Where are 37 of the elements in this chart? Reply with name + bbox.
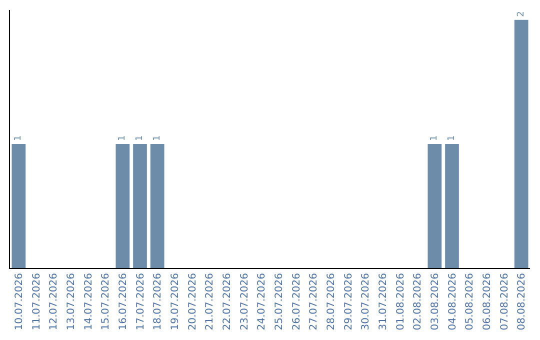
data-label: 2 bbox=[516, 11, 526, 17]
x-tick-label: 23.07.2026 bbox=[239, 273, 250, 330]
x-tick-label: 13.07.2026 bbox=[66, 273, 77, 330]
x-tick-label: 05.08.2026 bbox=[464, 273, 476, 330]
x-tick-label: 24.07.2026 bbox=[256, 273, 268, 330]
x-tick-label: 01.08.2026 bbox=[395, 273, 406, 330]
x-tick-label: 10.07.2026 bbox=[14, 273, 25, 330]
data-label: 1 bbox=[430, 135, 440, 141]
x-tick-label: 30.07.2026 bbox=[360, 273, 372, 330]
x-tick-label: 19.07.2026 bbox=[170, 273, 181, 330]
x-tick-label: 03.08.2026 bbox=[430, 273, 441, 330]
x-tick-label: 31.07.2026 bbox=[378, 273, 389, 330]
x-tick-label: 04.08.2026 bbox=[447, 273, 458, 330]
data-label: 1 bbox=[447, 135, 457, 141]
x-tick-label: 27.07.2026 bbox=[308, 273, 320, 330]
x-tick-label: 14.07.2026 bbox=[83, 273, 94, 330]
data-label: 1 bbox=[152, 135, 162, 141]
x-tick-label: 08.08.2026 bbox=[516, 273, 528, 330]
x-tick-label: 20.07.2026 bbox=[187, 273, 198, 330]
x-tick-label: 02.08.2026 bbox=[412, 273, 424, 330]
x-tick-label: 11.07.2026 bbox=[31, 273, 42, 330]
data-label: 1 bbox=[14, 135, 24, 141]
x-tick-label: 15.07.2026 bbox=[100, 273, 112, 330]
x-tick-label: 28.07.2026 bbox=[326, 273, 337, 330]
x-tick-label: 26.07.2026 bbox=[291, 273, 302, 330]
x-tick-label: 06.08.2026 bbox=[482, 273, 493, 330]
x-tick-label: 22.07.2026 bbox=[222, 273, 233, 330]
x-tick-label: 17.07.2026 bbox=[135, 273, 146, 330]
x-tick-label: 12.07.2026 bbox=[48, 273, 60, 330]
x-tick-label: 18.07.2026 bbox=[152, 273, 164, 330]
x-tick-label: 07.08.2026 bbox=[499, 273, 510, 330]
data-label: 1 bbox=[118, 135, 128, 141]
x-tick-label: 21.07.2026 bbox=[204, 273, 216, 330]
data-label: 1 bbox=[135, 135, 145, 141]
x-tick-label: 16.07.2026 bbox=[118, 273, 129, 330]
x-tick-label: 25.07.2026 bbox=[274, 273, 285, 330]
x-tick-label: 29.07.2026 bbox=[343, 273, 354, 330]
